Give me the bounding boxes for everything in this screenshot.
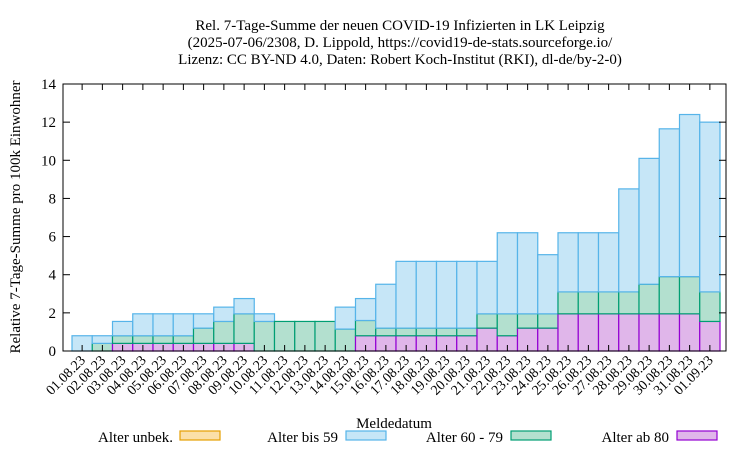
bar-alter-60-79-03.08.23 xyxy=(111,335,134,344)
bar-alter-bis-59-04.08.23 xyxy=(132,313,154,337)
legend: Alter unbek. Alter bis 59 Alter 60 - 79 Alt… xyxy=(98,430,718,446)
bar-alter-bis-59-10.08.23 xyxy=(253,313,276,323)
bar-alter-bis-59-03.08.23 xyxy=(111,320,134,337)
y-tick-label: 4 xyxy=(49,268,57,284)
bar-alter-bis-59-20.08.23 xyxy=(456,260,478,329)
bar-alter-bis-59-26.08.23 xyxy=(577,232,600,293)
x-axis-label: Meldedatum xyxy=(356,416,432,432)
bar-alter-bis-59-14.08.23 xyxy=(334,306,357,330)
bar-alter-bis-59-18.08.23 xyxy=(415,260,438,329)
bar-alter-60-79-24.08.23 xyxy=(537,313,559,329)
chart-title-line-3: Lizenz: CC BY-ND 4.0, Daten: Robert Koch… xyxy=(178,52,622,68)
legend-label: Alter unbek. xyxy=(98,430,173,446)
legend-label: Alter ab 80 xyxy=(602,430,669,446)
chart-title: Rel. 7-Tage-Summe der neuen COVID-19 Inf… xyxy=(178,18,622,68)
bar-alter-60-79-22.08.23 xyxy=(496,313,519,337)
y-tick-label: 6 xyxy=(49,230,57,246)
chart-title-line-1: Rel. 7-Tage-Summe der neuen COVID-19 Inf… xyxy=(195,18,605,34)
bar-alter-60-79-16.08.23 xyxy=(375,327,397,337)
bar-alter-60-79-26.08.23 xyxy=(577,291,600,315)
y-tick-label: 14 xyxy=(41,77,57,93)
bar-alter-60-79-23.08.23 xyxy=(516,313,539,329)
y-axis: 0 2 4 6 8 10 12 14 xyxy=(41,77,726,360)
bar-alter-60-79-31.08.23 xyxy=(678,276,701,315)
bar-alter-60-79-29.08.23 xyxy=(638,283,660,315)
plot-frame xyxy=(62,83,727,352)
bars-layer xyxy=(71,113,721,352)
y-tick-label: 10 xyxy=(41,153,56,169)
y-tick-label: 12 xyxy=(41,115,56,131)
bar-alter-bis-59-31.08.23 xyxy=(678,113,701,278)
bar-alter-bis-59-22.08.23 xyxy=(496,232,519,315)
bar-alter-60-79-20.08.23 xyxy=(456,327,478,337)
bar-alter-60-79-09.08.23 xyxy=(233,313,255,344)
bar-alter-60-79-30.08.23 xyxy=(658,276,681,315)
bar-alter-60-79-05.08.23 xyxy=(152,335,174,344)
bar-alter-60-79-27.08.23 xyxy=(597,291,620,315)
bar-alter-bis-59-15.08.23 xyxy=(354,297,377,322)
bar-alter-bis-59-08.08.23 xyxy=(213,306,235,323)
bar-alter-bis-59-06.08.23 xyxy=(172,313,195,337)
y-tick-label: 0 xyxy=(49,344,57,360)
legend-swatch xyxy=(510,430,552,441)
bar-alter-60-79-19.08.23 xyxy=(435,327,458,337)
legend-swatch xyxy=(676,430,718,441)
y-tick-label: 8 xyxy=(49,191,57,207)
bar-alter-bis-59-27.08.23 xyxy=(597,232,620,293)
legend-label: Alter 60 - 79 xyxy=(426,430,503,446)
bar-alter-60-79-15.08.23 xyxy=(354,319,377,337)
legend-label: Alter bis 59 xyxy=(267,430,338,446)
bar-alter-bis-59-17.08.23 xyxy=(395,260,417,329)
bar-alter-60-79-08.08.23 xyxy=(213,320,235,344)
bar-alter-bis-59-21.08.23 xyxy=(476,260,498,315)
bar-alter-bis-59-02.08.23 xyxy=(91,335,114,344)
bar-alter-bis-59-23.08.23 xyxy=(516,232,539,315)
bar-alter-60-79-25.08.23 xyxy=(557,291,579,315)
bar-alter-bis-59-25.08.23 xyxy=(557,232,579,293)
bar-alter-bis-59-05.08.23 xyxy=(152,313,174,337)
chart-title-line-2: (2025-07-06/2308, D. Lippold, https://co… xyxy=(188,35,613,51)
bar-alter-bis-59-29.08.23 xyxy=(638,157,660,285)
bar-alter-bis-59-30.08.23 xyxy=(658,128,681,278)
bar-alter-bis-59-19.08.23 xyxy=(435,260,458,329)
bar-alter-bis-59-01.09.23 xyxy=(699,121,721,293)
bar-alter-60-79-01.09.23 xyxy=(699,291,721,323)
bar-alter-60-79-17.08.23 xyxy=(395,327,417,337)
bar-alter-bis-59-24.08.23 xyxy=(537,254,559,315)
bar-alter-bis-59-28.08.23 xyxy=(618,188,640,293)
bar-alter-bis-59-16.08.23 xyxy=(375,283,397,329)
legend-swatch xyxy=(179,430,221,441)
y-tick-label: 2 xyxy=(49,306,57,322)
bar-alter-bis-59-07.08.23 xyxy=(192,313,215,329)
bar-alter-60-79-04.08.23 xyxy=(132,335,154,344)
bar-alter-60-79-07.08.23 xyxy=(192,327,215,344)
y-axis-label: Relative 7-Tage-Summe pro 100k Einwohner xyxy=(8,80,24,353)
bar-alter-60-79-28.08.23 xyxy=(618,291,640,315)
bar-alter-60-79-18.08.23 xyxy=(415,327,438,337)
bar-alter-60-79-21.08.23 xyxy=(476,313,498,329)
bar-alter-60-79-06.08.23 xyxy=(172,335,195,344)
legend-swatch xyxy=(345,430,387,441)
bar-alter-bis-59-09.08.23 xyxy=(233,297,255,315)
